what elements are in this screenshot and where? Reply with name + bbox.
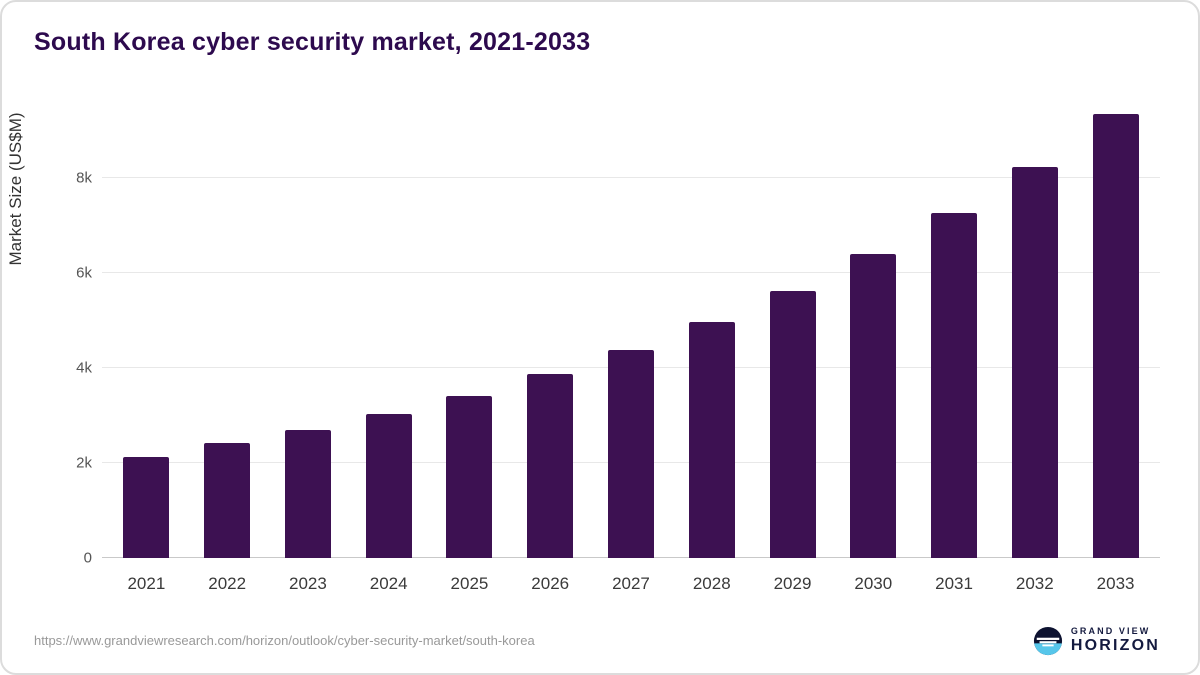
bar-slot (994, 102, 1075, 558)
logo-line1: GRAND VIEW (1070, 626, 1151, 637)
y-tick-label: 4k (76, 359, 92, 377)
bar-2033 (1092, 113, 1139, 558)
y-tick-label: 2k (76, 454, 92, 472)
bar-slot (752, 102, 833, 558)
y-tick-label: 6k (76, 264, 92, 282)
horizon-logo-icon (1033, 626, 1062, 656)
x-tick-label-2027: 2027 (612, 574, 650, 593)
x-tick-label-2032: 2032 (1015, 574, 1054, 593)
bar-slot (429, 102, 510, 558)
chart-title: South Korea cyber security market, 2021-… (34, 28, 591, 56)
bar-2026 (527, 374, 574, 558)
y-tick-label: 8k (76, 169, 92, 187)
x-tick-label-2024: 2024 (369, 574, 408, 593)
x-tick-label-2031: 2031 (935, 574, 973, 593)
bar-2030 (850, 254, 897, 558)
x-tick-label-2028: 2028 (692, 574, 731, 593)
gridline-8k (102, 177, 1160, 178)
bar-slot (833, 102, 914, 558)
bar-2031 (931, 213, 978, 558)
bar-2032 (1011, 166, 1058, 558)
bar-slot (1075, 102, 1156, 558)
x-tick-label-2033: 2033 (1096, 574, 1135, 593)
bar-slot (348, 102, 429, 558)
bar-slot (671, 102, 752, 558)
x-tick-label-2021: 2021 (127, 574, 166, 593)
brand-logo: GRAND VIEW HORIZON (1033, 626, 1160, 656)
plot-area: 0 2k 4k 6k 8k (76, 102, 1160, 567)
bar-2027 (607, 350, 654, 558)
x-axis-labels: 2021 2022 2023 2024 2025 2026 2027 2028 2029 2030… (102, 574, 1160, 594)
x-tick-label-2025: 2025 (450, 574, 489, 593)
x-tick-label-2023: 2023 (289, 574, 327, 593)
bar-series (102, 102, 1160, 558)
bar-slot (510, 102, 591, 558)
logo-line2: HORIZON (1070, 637, 1160, 655)
bar-2025 (446, 395, 493, 558)
bar-2022 (204, 443, 251, 558)
bar-2021 (123, 456, 170, 558)
bar-slot (591, 102, 672, 558)
x-tick-label-2026: 2026 (531, 574, 570, 593)
y-tick-label: 0 (83, 549, 92, 567)
bar-2023 (284, 430, 331, 558)
bar-slot (914, 102, 995, 558)
source-url: https://www.grandviewresearch.com/horizo… (34, 633, 535, 648)
gridline-6k (102, 272, 1160, 273)
x-tick-label-2030: 2030 (854, 574, 893, 593)
bar-slot (268, 102, 349, 558)
x-tick-label-2022: 2022 (208, 574, 247, 593)
x-tick-label-2029: 2029 (773, 574, 812, 593)
bar-slot (106, 102, 187, 558)
bar-2024 (365, 414, 412, 558)
bar-slot (187, 102, 268, 558)
bar-2028 (688, 321, 735, 558)
bar-2029 (769, 291, 816, 558)
y-axis-title: Market Size (US$M) (6, 112, 25, 266)
logo-text: GRAND VIEW HORIZON (1070, 626, 1160, 655)
